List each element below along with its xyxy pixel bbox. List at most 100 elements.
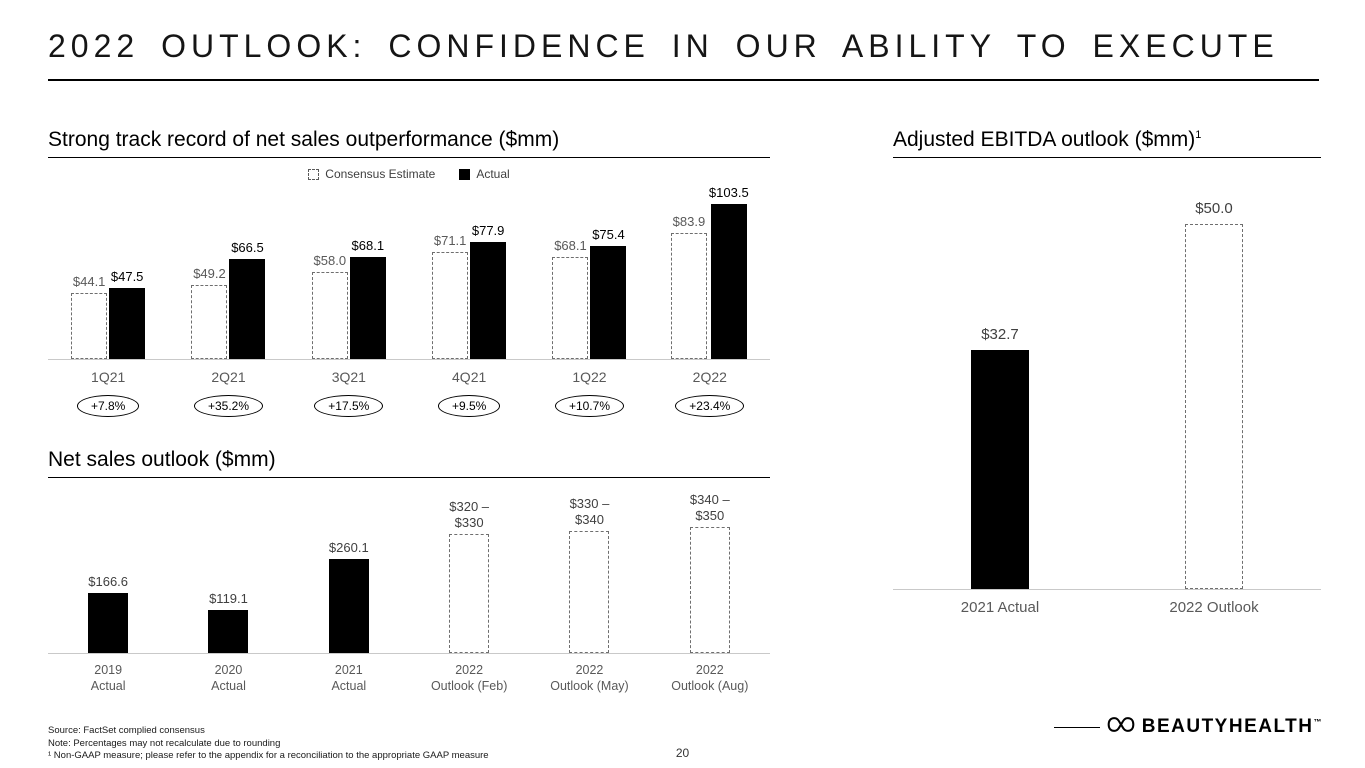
actual-swatch xyxy=(459,168,471,180)
footer-notes: Source: FactSet complied consensus Note:… xyxy=(48,725,489,763)
outperformance-badge: +10.7% xyxy=(554,395,624,418)
actual-bar xyxy=(229,259,266,359)
outperformance-chart: $44.1 $47.5 $49.2 $66.5 $58.0 $68.1 $71.1 $77.9… xyxy=(48,185,770,418)
plot-area: $32.7 $50.0 xyxy=(893,198,1321,590)
bar-group: $330 – $340 xyxy=(529,495,649,653)
beautyhealth-logo: BEAUTYHEALTH™ xyxy=(1053,716,1323,738)
category-label: 2022 Outlook xyxy=(1169,599,1259,616)
bar-value-label: $77.9 xyxy=(471,222,505,238)
category-label: 2Q22 xyxy=(692,369,727,385)
consensus-estimate-swatch xyxy=(308,168,320,180)
bar-group: $58.0 $68.1 xyxy=(289,238,409,359)
consensus-bar xyxy=(552,257,589,359)
actual-bar xyxy=(328,559,369,653)
category-label: 1Q21 xyxy=(91,369,126,385)
outlook-bar xyxy=(1185,224,1243,589)
bar-group: $68.1 $75.4 xyxy=(529,227,649,359)
ebitda-outlook-chart: $32.7 $50.0 2021 Actual 2022 Outlook xyxy=(893,198,1321,618)
bar-value-label: $66.5 xyxy=(231,239,264,255)
bar-value-label: $44.1 xyxy=(72,273,106,289)
bar-group: $32.7 xyxy=(893,326,1107,589)
section-heading: Adjusted EBITDA outlook ($mm)1 xyxy=(893,128,1321,158)
net-sales-outperformance-section: Strong track record of net sales outperf… xyxy=(48,128,770,418)
actual-bar xyxy=(88,593,129,653)
bar-value-label: $103.5 xyxy=(708,184,749,200)
consensus-bar xyxy=(311,272,348,359)
page-title: 2022 OUTLOOK: CONFIDENCE IN OUR ABILITY … xyxy=(48,28,1279,64)
legend-item-actual: Actual xyxy=(459,167,510,181)
bar-value-label: $47.5 xyxy=(110,268,144,284)
outperformance-badge: +35.2% xyxy=(193,395,264,418)
logo-wordmark: BEAUTYHEALTH™ xyxy=(1142,716,1323,738)
legend-item-consensus: Consensus Estimate xyxy=(308,167,435,181)
legend-label: Actual xyxy=(476,167,510,181)
category-label: 2022 Outlook (Feb) xyxy=(430,663,508,694)
category-label: 3Q21 xyxy=(331,369,366,385)
slide-header: 2022 OUTLOOK: CONFIDENCE IN OUR ABILITY … xyxy=(48,28,1319,81)
bar-value-label: $68.1 xyxy=(351,237,385,253)
bar-value-label: $75.4 xyxy=(592,226,625,242)
bar-group: $71.1 $77.9 xyxy=(409,223,529,359)
legend-label: Consensus Estimate xyxy=(325,167,436,181)
bar-value-label: $49.2 xyxy=(193,265,226,281)
footnote-non-gaap: ¹ Non-GAAP measure; please refer to the … xyxy=(48,750,489,762)
bar-group: $166.6 xyxy=(48,574,168,653)
plot-area: $166.6 $119.1 $260.1 $320 – $330 $330 – $340 $3… xyxy=(48,482,770,654)
actual-bar xyxy=(208,610,249,653)
actual-bar xyxy=(109,288,146,359)
outperformance-badge: +23.4% xyxy=(675,395,745,418)
actual-bar xyxy=(349,257,386,359)
heading-text: Adjusted EBITDA outlook ($mm) xyxy=(893,128,1196,151)
bar-value-label: $166.6 xyxy=(88,573,129,589)
bar-value-label: $119.1 xyxy=(209,590,248,606)
bar-group: $50.0 xyxy=(1107,200,1321,589)
plot-area: $44.1 $47.5 $49.2 $66.5 $58.0 $68.1 $71.1 $77.9… xyxy=(48,185,770,360)
bar-value-label: $50.0 xyxy=(1195,200,1233,218)
outperformance-badge: +7.8% xyxy=(76,395,140,418)
net-sales-outlook-chart: $166.6 $119.1 $260.1 $320 – $330 $330 – $340 $3… xyxy=(48,482,770,695)
category-label: 2Q21 xyxy=(211,369,246,385)
actual-bar xyxy=(710,204,747,359)
actual-bar xyxy=(971,350,1029,589)
bar-group: $44.1 $47.5 xyxy=(48,269,168,359)
bar-value-label: $320 – $330 xyxy=(449,498,490,530)
bar-group: $340 – $350 xyxy=(650,491,770,653)
bar-value-label: $68.1 xyxy=(554,237,587,253)
ebitda-outlook-section: Adjusted EBITDA outlook ($mm)1 $32.7 $50.… xyxy=(893,128,1321,618)
outlook-bar xyxy=(689,527,730,653)
section-heading: Net sales outlook ($mm) xyxy=(48,448,770,478)
chart-legend: Consensus Estimate Actual xyxy=(48,167,770,181)
category-label: 2022 Outlook (Aug) xyxy=(671,663,749,694)
outlook-bar xyxy=(569,531,610,653)
consensus-bar xyxy=(191,285,228,359)
outlook-bar xyxy=(449,534,490,653)
category-label: 2020 Actual xyxy=(211,663,246,694)
title-underline xyxy=(48,79,1319,81)
page-number: 20 xyxy=(675,746,690,760)
bar-value-label: $58.0 xyxy=(313,252,347,268)
net-sales-outlook-section: Net sales outlook ($mm) $166.6 $119.1 $260… xyxy=(48,448,770,695)
actual-bar xyxy=(590,246,627,359)
footnote-rounding: Note: Percentages may not recalculate du… xyxy=(48,737,281,749)
section-heading: Strong track record of net sales outperf… xyxy=(48,128,770,158)
bar-group: $119.1 xyxy=(168,591,288,653)
category-label: 2021 Actual xyxy=(331,663,367,694)
consensus-bar xyxy=(71,293,108,359)
bar-group: $260.1 xyxy=(289,540,409,653)
bar-value-label: $83.9 xyxy=(672,213,706,229)
consensus-bar xyxy=(432,252,469,359)
bar-value-label: $330 – $340 xyxy=(569,495,610,527)
logo-rule xyxy=(1053,726,1100,728)
bar-value-label: $340 – $350 xyxy=(689,491,730,523)
category-label: 1Q22 xyxy=(572,369,607,385)
bar-group: $83.9 $103.5 xyxy=(650,185,770,359)
logo-word: BEAUTYHEALTH xyxy=(1141,716,1314,737)
consensus-bar xyxy=(670,233,707,359)
bar-value-label: $32.7 xyxy=(981,326,1019,344)
infinity-heart-icon xyxy=(1107,716,1135,738)
category-label: 4Q21 xyxy=(452,369,487,385)
category-label: 2019 Actual xyxy=(90,663,126,694)
bar-group: $320 – $330 xyxy=(409,498,529,653)
outperformance-badge: +17.5% xyxy=(314,395,384,418)
